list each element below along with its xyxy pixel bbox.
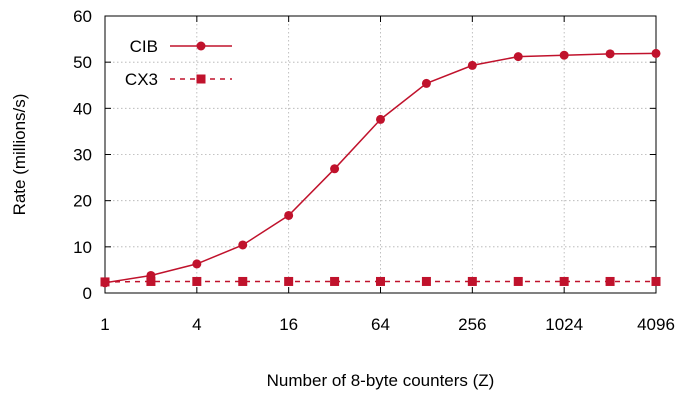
data-point-cx3 [376, 276, 385, 286]
data-point-cx3 [238, 276, 248, 286]
data-point-cib [284, 210, 294, 220]
legend-label-cx3: CX3 [125, 70, 158, 89]
y-tick-label: 10 [73, 238, 92, 257]
series-layer [100, 48, 661, 288]
data-point-cx3 [284, 276, 294, 286]
data-point-cx3 [146, 276, 156, 286]
data-point-cib [559, 50, 569, 60]
y-tick-label: 50 [73, 53, 92, 72]
x-axis-label: Number of 8-byte counters (Z) [267, 371, 495, 390]
y-tick-label: 0 [83, 284, 92, 303]
grid-layer [105, 16, 656, 293]
data-point-cx3 [513, 276, 523, 286]
x-tick-label: 16 [279, 315, 298, 334]
y-tick-label: 20 [73, 192, 92, 211]
data-point-cib [513, 52, 523, 62]
x-tick-label: 4096 [637, 315, 675, 334]
data-point-cib [238, 240, 248, 250]
y-axis-label: Rate (millions/s) [10, 94, 29, 216]
y-tick-label: 60 [73, 7, 92, 26]
data-point-cx3 [559, 276, 569, 286]
data-point-cx3 [605, 276, 615, 286]
x-tick-label: 4 [192, 315, 201, 334]
data-point-cx3 [100, 277, 110, 287]
x-tick-label: 64 [371, 315, 390, 334]
data-point-cx3 [421, 276, 431, 286]
y-tick-label: 40 [73, 99, 92, 118]
legend-marker-cx3 [196, 74, 206, 84]
y-tick-label: 30 [73, 146, 92, 165]
data-point-cx3 [192, 276, 202, 286]
data-point-cx3 [651, 276, 661, 286]
data-point-cx3 [330, 276, 340, 286]
data-point-cib [605, 49, 615, 59]
x-tick-label: 1024 [545, 315, 583, 334]
ticks-layer: 0 10 20 30 40 50 60 1 4 16 64 256 1024 4096 [73, 7, 675, 334]
legend-marker-cib [196, 41, 206, 51]
data-point-cib [376, 114, 385, 124]
legend-label-cib: CIB [130, 37, 158, 56]
x-tick-label: 1 [100, 315, 109, 334]
data-point-cib [651, 48, 661, 58]
data-point-cib [192, 259, 202, 269]
legend: CIB CX3 [125, 37, 232, 89]
x-tick-label: 256 [458, 315, 486, 334]
data-point-cib [467, 60, 477, 70]
data-point-cx3 [467, 276, 477, 286]
data-point-cib [421, 78, 431, 88]
data-point-cib [330, 164, 340, 174]
